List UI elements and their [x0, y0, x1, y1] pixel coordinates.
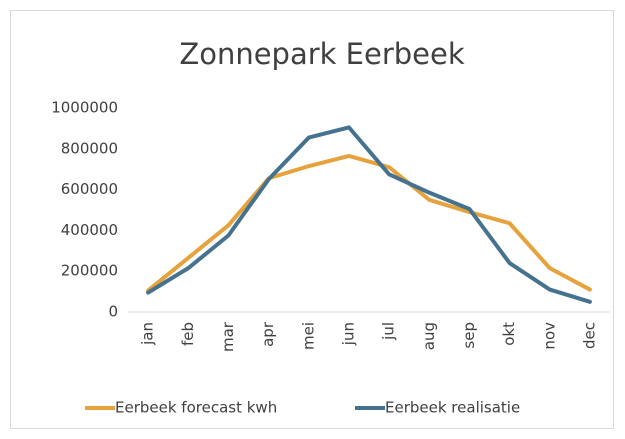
x-tick-label: mei [299, 322, 317, 350]
legend-label: Eerbeek realisatie [385, 399, 520, 417]
series-line [146, 125, 592, 304]
chart-title: Zonnepark Eerbeek [179, 37, 465, 71]
x-tick-label: dec [580, 322, 598, 349]
x-tick-label: apr [259, 321, 277, 347]
y-tick-label: 800000 [61, 139, 118, 157]
y-tick-label: 600000 [61, 180, 118, 198]
x-tick-label: nov [540, 322, 558, 350]
x-tick-label: okt [500, 322, 518, 346]
x-tick-label: feb [179, 322, 197, 346]
y-tick-label: 400000 [61, 221, 118, 239]
x-tick-label: jul [380, 322, 398, 341]
y-tick-label: 200000 [61, 262, 118, 280]
y-tick-label: 0 [108, 303, 118, 321]
x-tick-label: mar [219, 321, 237, 352]
series-line [146, 153, 592, 293]
x-tick-label: jun [339, 322, 357, 346]
x-tick-label: sep [460, 322, 478, 349]
x-tick-label: jan [139, 322, 157, 346]
y-tick-label: 1000000 [51, 99, 118, 117]
legend-label: Eerbeek forecast kwh [115, 399, 277, 417]
chart-border [10, 10, 614, 429]
x-tick-label: aug [420, 322, 438, 350]
